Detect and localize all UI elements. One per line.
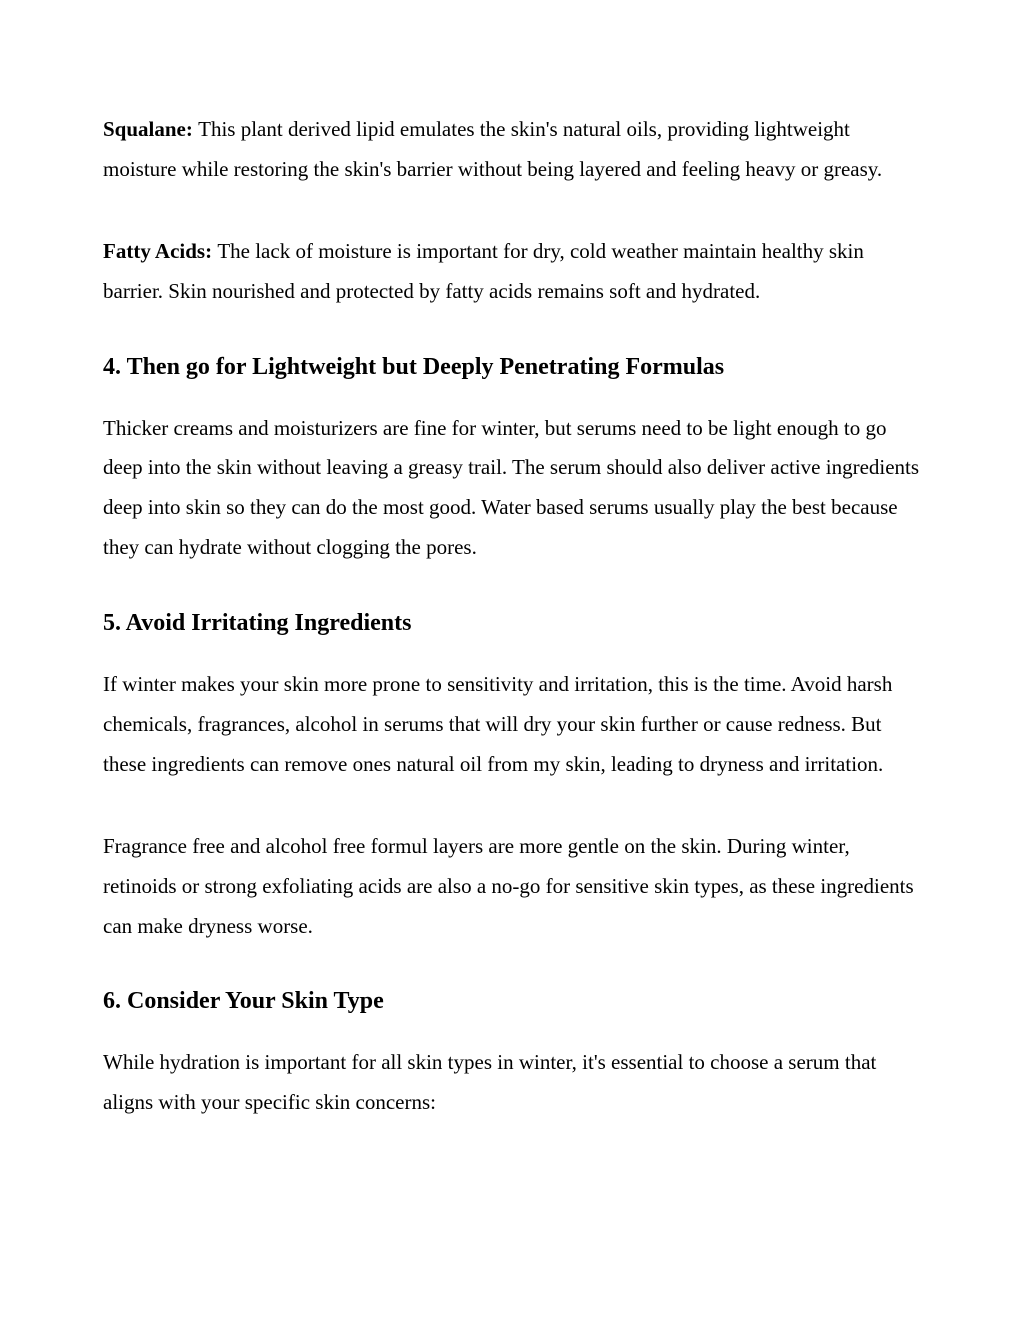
paragraph-section-5a: If winter makes your skin more prone to …: [103, 665, 921, 785]
paragraph-section-4: Thicker creams and moisturizers are fine…: [103, 409, 921, 569]
heading-section-6: 6. Consider Your Skin Type: [103, 988, 921, 1015]
paragraph-section-6: While hydration is important for all ski…: [103, 1043, 921, 1123]
text-squalane: This plant derived lipid emulates the sk…: [103, 117, 882, 181]
paragraph-fatty-acids: Fatty Acids: The lack of moisture is imp…: [103, 232, 921, 312]
label-squalane: Squalane:: [103, 117, 198, 141]
text-fatty-acids: The lack of moisture is important for dr…: [103, 239, 864, 303]
heading-section-5: 5. Avoid Irritating Ingredients: [103, 610, 921, 637]
paragraph-section-5b: Fragrance free and alcohol free formul l…: [103, 827, 921, 947]
paragraph-squalane: Squalane: This plant derived lipid emula…: [103, 110, 921, 190]
label-fatty-acids: Fatty Acids:: [103, 239, 217, 263]
heading-section-4: 4. Then go for Lightweight but Deeply Pe…: [103, 354, 921, 381]
